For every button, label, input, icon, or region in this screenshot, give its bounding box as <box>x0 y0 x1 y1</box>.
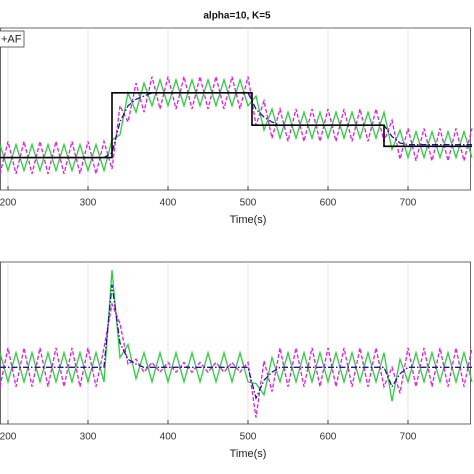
x-tick-label: 300 <box>80 432 97 443</box>
x-tick-label: 500 <box>240 432 257 443</box>
x-tick-label: 300 <box>80 198 97 209</box>
series-line <box>0 284 472 401</box>
series-line <box>0 76 473 174</box>
plot-area <box>0 27 471 191</box>
x-axis-label: Time(s) <box>230 448 267 460</box>
x-tick-label: 600 <box>320 432 337 443</box>
x-tick-label: 200 <box>0 198 17 209</box>
series-line <box>0 92 472 159</box>
x-tick-label: 400 <box>160 432 177 443</box>
x-tick-label: 400 <box>160 198 177 209</box>
x-tick-label: 200 <box>0 432 17 443</box>
x-axis-label: Time(s) <box>230 214 267 226</box>
chart-title: alpha=10, K=5 <box>203 11 271 22</box>
series-line <box>0 92 472 159</box>
x-tick-label: 700 <box>400 198 417 209</box>
x-tick-label: 700 <box>400 432 417 443</box>
x-tick-label: 500 <box>240 198 257 209</box>
legend-box <box>0 30 25 48</box>
plot-area <box>0 261 471 425</box>
x-tick-label: 600 <box>320 198 337 209</box>
legend-label: +AF <box>1 33 22 45</box>
